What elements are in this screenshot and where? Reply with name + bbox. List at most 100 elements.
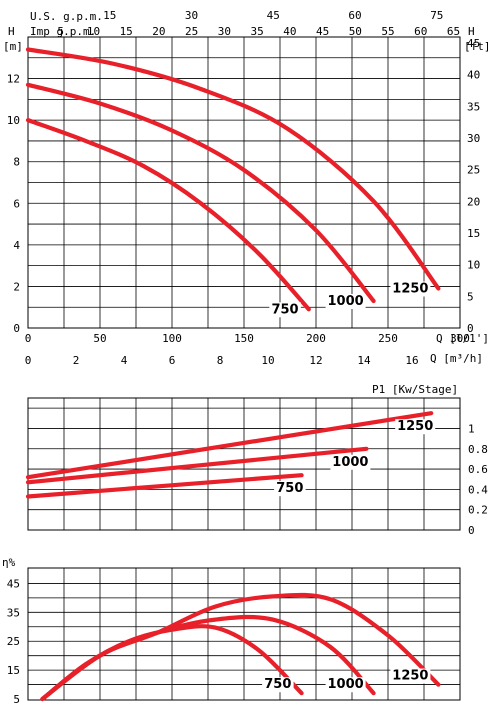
head-chart-curves <box>25 47 441 312</box>
efficiency-chart: 5 15 25 35 45 750 1000 1250 η% <box>2 556 461 706</box>
efficiency-tick-label: 45 <box>7 577 20 590</box>
y-left-tick-label: 2 <box>13 280 20 293</box>
x-lpm-tick-label: 150 <box>234 332 254 345</box>
y-left-tick-label: 0 <box>13 322 20 335</box>
y-right-tick-label: 25 <box>467 164 480 177</box>
power-chart-ticks: 0 0.2 0.4 0.6 0.8 1 <box>468 422 488 537</box>
head-chart-frame <box>27 36 461 329</box>
power-tick-label: 0.2 <box>468 504 488 517</box>
efficiency-tick-label: 5 <box>13 693 20 706</box>
power-label-bg <box>330 454 371 470</box>
efficiency-tick-label: 25 <box>7 635 20 648</box>
efficiency-axis-label: η% <box>2 556 16 569</box>
top-axis-2-tick-label: 55 <box>381 25 394 38</box>
power-tick-label: 0.6 <box>468 463 488 476</box>
y-right-unit: [ft] <box>464 40 490 53</box>
power-tick-label: 0.4 <box>468 483 488 496</box>
top-axis-2-tick-label: 5 <box>57 25 64 38</box>
efficiency-chart-curves <box>40 592 441 702</box>
head-label-bg <box>325 293 366 309</box>
efficiency-tick-label: 35 <box>7 606 20 619</box>
efficiency-series-label-1000: 1000 <box>328 677 364 692</box>
power-axis-label: P1 [Kw/Stage] <box>372 383 458 396</box>
top-axis-1-tick-label: 15 <box>103 9 116 22</box>
x-m3h-tick-label: 0 <box>25 354 32 367</box>
x-m3h-tick-label: 6 <box>169 354 176 367</box>
head-curve-1000 <box>25 82 376 304</box>
y-right-tick-label: 40 <box>467 69 480 82</box>
power-tick-label: 0.8 <box>468 443 488 456</box>
efficiency-curve-1250 <box>40 592 441 702</box>
power-curve-750 <box>25 473 304 499</box>
top-axis-2-tick-label: 50 <box>349 25 362 38</box>
head-curve-750 <box>25 118 311 312</box>
top-axis-2-tick-label: 10 <box>87 25 100 38</box>
efficiency-label-bg <box>325 677 366 693</box>
top-axis-2-tick-label: 35 <box>250 25 263 38</box>
top-axis-2-tick-label: 60 <box>414 25 427 38</box>
y-right-label: H <box>468 25 475 38</box>
top-axis-2-tick-label: 30 <box>218 25 231 38</box>
top-axis-1-tick-label: 30 <box>185 9 198 22</box>
efficiency-label-bg <box>262 677 294 693</box>
x-lpm-tick-label: 100 <box>162 332 182 345</box>
x-m3h-tick-label: 4 <box>121 354 128 367</box>
power-series-label-1000: 1000 <box>332 455 368 470</box>
x-lpm-tick-label: 250 <box>378 332 398 345</box>
y-left-label: H <box>8 25 15 38</box>
top-axis-2-label: Imp g.p.m. <box>30 25 96 38</box>
power-curve-1250 <box>25 411 434 480</box>
power-curve-1000 <box>25 446 369 485</box>
y-left-unit: [m] <box>3 40 23 53</box>
x-lpm-tick-label: 0 <box>25 332 32 345</box>
head-series-label-1250: 1250 <box>392 282 428 297</box>
x-m3h-tick-label: 10 <box>261 354 274 367</box>
power-tick-label: 1 <box>468 422 475 435</box>
power-tick-label: 0 <box>468 524 475 537</box>
y-right-tick-label: 5 <box>467 290 474 303</box>
head-label-bg <box>269 302 301 318</box>
top-axis-1-tick-label: 60 <box>348 9 361 22</box>
x-m3h-tick-label: 2 <box>73 354 80 367</box>
y-right-tick-label: 35 <box>467 100 480 113</box>
y-right-tick-label: 15 <box>467 227 480 240</box>
efficiency-chart-ticks: 5 15 25 35 45 <box>7 577 20 706</box>
x-m3h-tick-label: 12 <box>309 354 322 367</box>
efficiency-tick-label: 15 <box>7 664 20 677</box>
head-series-label-750: 750 <box>271 302 298 317</box>
power-chart-series-labels: 750 1000 1250 <box>274 419 436 497</box>
power-chart-curves <box>25 411 434 499</box>
top-axis-2-tick-label: 45 <box>316 25 329 38</box>
y-right-tick-label: 10 <box>467 259 480 272</box>
head-curve-1250 <box>25 47 441 291</box>
efficiency-series-label-1250: 1250 <box>392 669 428 684</box>
power-series-label-750: 750 <box>276 481 303 496</box>
efficiency-chart-frame <box>27 567 461 701</box>
power-chart: 0 0.2 0.4 0.6 0.8 1 750 1000 1250 P1 [Kw/Stage] <box>25 383 488 537</box>
top-axis-2-tick-label: 65 <box>447 25 460 38</box>
top-axis-1-tick-label: 75 <box>430 9 443 22</box>
top-axis-1-tick-label: 45 <box>267 9 280 22</box>
power-label-bg <box>274 481 306 497</box>
y-right-tick-label: 0 <box>467 322 474 335</box>
head-chart-series-labels: 750 1000 1250 <box>269 281 431 318</box>
power-series-label-1250: 1250 <box>397 419 433 434</box>
x-m3h-tick-label: 14 <box>357 354 371 367</box>
efficiency-series-label-750: 750 <box>264 677 291 692</box>
y-left-tick-label: 12 <box>7 73 20 86</box>
power-label-bg <box>395 419 436 435</box>
head-series-label-1000: 1000 <box>328 294 364 309</box>
y-right-tick-label: 30 <box>467 132 480 145</box>
x-m3h-tick-label: 16 <box>405 354 418 367</box>
x-lpm-tick-label: 200 <box>306 332 326 345</box>
y-left-tick-label: 6 <box>13 197 20 210</box>
x-m3h-tick-label: 8 <box>217 354 224 367</box>
power-chart-frame <box>27 397 461 531</box>
x-m3h-label: Q [m³/h] <box>430 352 483 365</box>
efficiency-chart-series-labels: 750 1000 1250 <box>262 668 431 693</box>
top-axis-2-tick-label: 15 <box>120 25 133 38</box>
x-lpm-tick-label: 50 <box>93 332 106 345</box>
